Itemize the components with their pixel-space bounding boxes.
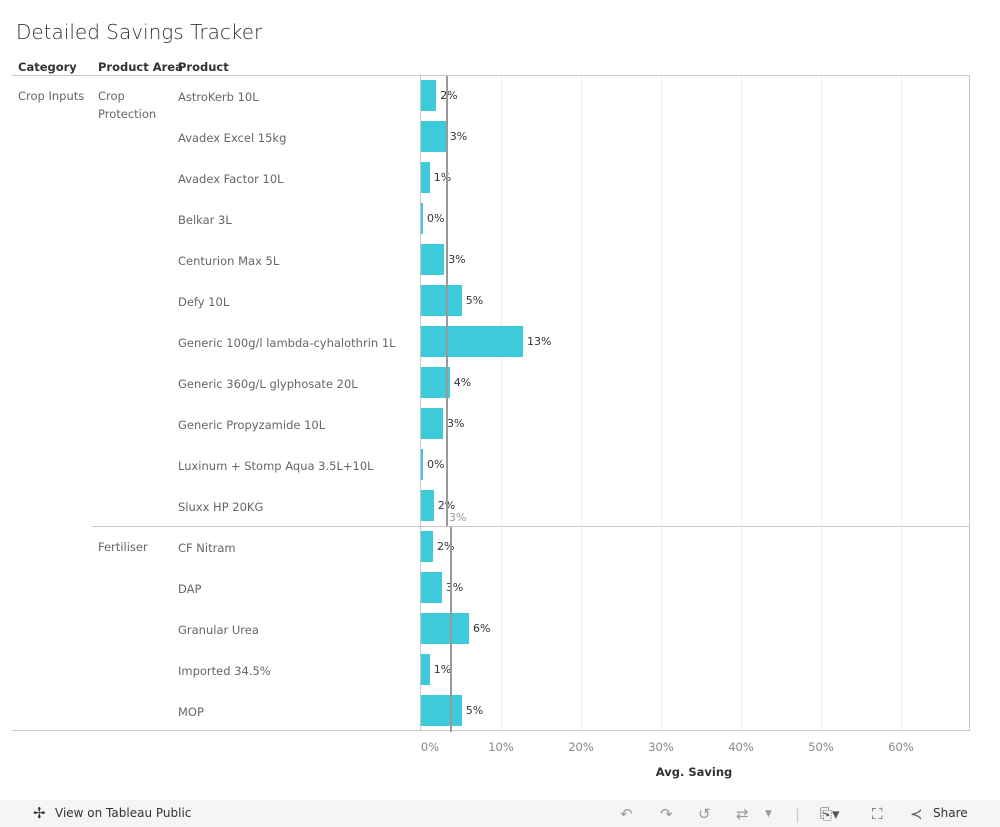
x-tick-label: 40% bbox=[728, 740, 754, 754]
x-tick-label: 60% bbox=[888, 740, 914, 754]
bar[interactable] bbox=[421, 285, 462, 316]
product-label: Luxinum + Stomp Aqua 3.5L+10L bbox=[178, 459, 374, 473]
bar[interactable] bbox=[421, 654, 430, 685]
bar-value-label: 5% bbox=[465, 704, 484, 717]
product-label: Imported 34.5% bbox=[178, 664, 271, 678]
bar[interactable] bbox=[421, 121, 446, 152]
bar-value-label: 1% bbox=[433, 171, 452, 184]
toolbar: ✢ View on Tableau Public ↶ ↷ ↺ ⇄ ▼ | ⎘▾ … bbox=[0, 800, 1000, 827]
fullscreen-icon[interactable]: ⛶ bbox=[872, 805, 883, 823]
product-label: Avadex Excel 15kg bbox=[178, 131, 287, 145]
product-label: DAP bbox=[178, 582, 202, 596]
gridline bbox=[901, 76, 902, 730]
gridline bbox=[741, 76, 742, 730]
download-icon[interactable]: ⎘▾ bbox=[820, 805, 840, 823]
bar-value-label: 0% bbox=[427, 212, 445, 225]
bar[interactable] bbox=[421, 490, 434, 521]
product-label: Generic 100g/l lambda-cyhalothrin 1L bbox=[178, 336, 396, 350]
product-area-label: Crop Protection bbox=[98, 89, 157, 121]
bar-value-label: 2% bbox=[440, 89, 458, 102]
gridline bbox=[581, 76, 582, 730]
bar[interactable] bbox=[421, 162, 430, 193]
product-label: Defy 10L bbox=[178, 295, 230, 309]
product-label: Generic Propyzamide 10L bbox=[178, 418, 326, 432]
share-button[interactable]: Share bbox=[933, 806, 968, 820]
gridline bbox=[661, 76, 662, 730]
page-title: Detailed Savings Tracker bbox=[16, 20, 263, 44]
x-tick-label: 20% bbox=[568, 740, 594, 754]
bar[interactable] bbox=[421, 572, 442, 603]
bar-value-label: 13% bbox=[527, 335, 552, 348]
revert-icon[interactable]: ↺ bbox=[698, 805, 711, 823]
x-tick-label: 0% bbox=[420, 740, 440, 754]
product-label: AstroKerb 10L bbox=[178, 90, 259, 104]
toolbar-separator: | bbox=[795, 805, 801, 823]
bar[interactable] bbox=[421, 80, 437, 111]
redo-icon[interactable]: ↷ bbox=[660, 805, 673, 823]
bar[interactable] bbox=[421, 613, 469, 644]
product-label: Belkar 3L bbox=[178, 213, 232, 227]
right-border bbox=[969, 75, 970, 731]
x-tick-label: 10% bbox=[488, 740, 514, 754]
product-label: Centurion Max 5L bbox=[178, 254, 280, 268]
bar-value-label: 0% bbox=[427, 458, 445, 471]
undo-icon[interactable]: ↶ bbox=[620, 805, 633, 823]
bar[interactable] bbox=[421, 244, 445, 275]
bottom-border bbox=[12, 730, 969, 731]
bar[interactable] bbox=[421, 449, 423, 480]
product-label: Generic 360g/L glyphosate 20L bbox=[178, 377, 358, 391]
bar[interactable] bbox=[421, 695, 462, 726]
bar-value-label: 1% bbox=[433, 663, 452, 676]
view-on-tableau-link[interactable]: View on Tableau Public bbox=[55, 806, 192, 820]
product-label: MOP bbox=[178, 705, 204, 719]
product-label: Avadex Factor 10L bbox=[178, 172, 284, 186]
bar-value-label: 4% bbox=[453, 376, 472, 389]
bar[interactable] bbox=[421, 203, 423, 234]
header-category: Category bbox=[18, 60, 77, 74]
refresh-icon[interactable]: ⇄ bbox=[736, 805, 749, 823]
product-label: Sluxx HP 20KG bbox=[178, 500, 264, 514]
product-area-label: Fertiliser bbox=[98, 540, 148, 554]
refresh-dropdown-icon[interactable]: ▼ bbox=[765, 809, 772, 819]
bar-value-label: 3% bbox=[448, 253, 466, 266]
zero-axis bbox=[420, 76, 421, 730]
average-label: 3% bbox=[449, 511, 467, 524]
header-product: Product bbox=[178, 60, 229, 74]
gridline bbox=[821, 76, 822, 730]
bar[interactable] bbox=[421, 408, 443, 439]
bar-value-label: 3% bbox=[445, 581, 464, 594]
x-tick-label: 50% bbox=[808, 740, 834, 754]
x-tick-label: 30% bbox=[648, 740, 674, 754]
bar[interactable] bbox=[421, 367, 450, 398]
bar-value-label: 5% bbox=[465, 294, 484, 307]
average-reference-line bbox=[450, 527, 452, 732]
top-border bbox=[12, 75, 969, 76]
header-product-area: Product Area bbox=[98, 60, 183, 74]
average-reference-line bbox=[446, 76, 448, 526]
tableau-icon: ✢ bbox=[33, 804, 46, 822]
bar[interactable] bbox=[421, 531, 433, 562]
bar[interactable] bbox=[421, 326, 523, 357]
x-axis-title: Avg. Saving bbox=[655, 765, 733, 779]
share-icon[interactable]: ≺ bbox=[910, 805, 923, 823]
group-divider bbox=[92, 526, 969, 527]
product-label: Granular Urea bbox=[178, 623, 259, 637]
category-label: Crop Inputs bbox=[18, 89, 85, 103]
bar-value-label: 3% bbox=[447, 417, 465, 430]
bar-value-label: 6% bbox=[473, 622, 491, 635]
bar-value-label: 3% bbox=[449, 130, 468, 143]
product-label: CF Nitram bbox=[178, 541, 236, 555]
gridline bbox=[501, 76, 502, 730]
